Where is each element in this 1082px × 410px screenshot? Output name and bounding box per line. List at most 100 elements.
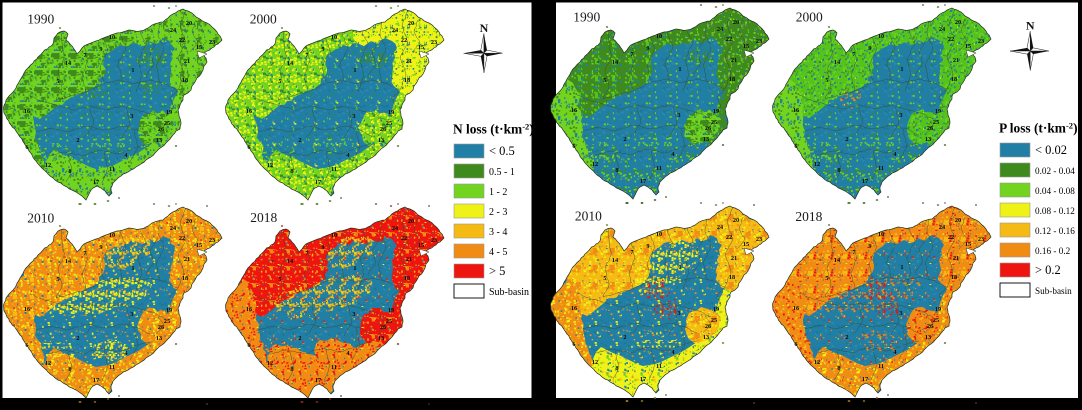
svg-text:16: 16 — [246, 108, 252, 115]
svg-text:9: 9 — [868, 243, 871, 250]
svg-text:21: 21 — [953, 255, 959, 262]
svg-text:4: 4 — [893, 151, 897, 158]
svg-text:1990: 1990 — [573, 10, 600, 25]
svg-text:7: 7 — [630, 51, 633, 58]
svg-text:23: 23 — [978, 38, 984, 45]
svg-text:P loss (t·km-2): P loss (t·km-2) — [999, 121, 1078, 136]
svg-text:22: 22 — [948, 36, 954, 43]
svg-text:23: 23 — [431, 237, 437, 244]
svg-text:2: 2 — [845, 136, 848, 143]
svg-text:10: 10 — [878, 231, 884, 238]
svg-text:13: 13 — [703, 136, 709, 143]
svg-text:Sub-basin: Sub-basin — [1035, 286, 1072, 296]
svg-text:7: 7 — [305, 52, 308, 59]
svg-text:14: 14 — [612, 257, 619, 264]
svg-text:6: 6 — [247, 342, 250, 349]
svg-text:5: 5 — [56, 276, 59, 283]
svg-text:7: 7 — [83, 250, 86, 257]
svg-text:3: 3 — [677, 112, 680, 119]
svg-text:15: 15 — [965, 241, 971, 248]
svg-text:2010: 2010 — [27, 210, 54, 225]
svg-text:7: 7 — [83, 52, 86, 59]
svg-text:1: 1 — [353, 67, 356, 74]
svg-text:1: 1 — [353, 265, 356, 272]
svg-text:18: 18 — [182, 275, 188, 282]
svg-text:3: 3 — [352, 113, 355, 120]
svg-text:12: 12 — [45, 162, 51, 169]
svg-text:26: 26 — [158, 126, 164, 133]
svg-text:19: 19 — [166, 307, 172, 314]
svg-text:22: 22 — [726, 234, 732, 241]
svg-text:6: 6 — [572, 341, 575, 348]
svg-text:8: 8 — [615, 167, 618, 174]
svg-text:25: 25 — [711, 317, 717, 324]
svg-text:24: 24 — [717, 26, 724, 33]
svg-text:10: 10 — [109, 232, 115, 239]
svg-text:8: 8 — [290, 168, 293, 175]
svg-text:25: 25 — [933, 317, 939, 324]
svg-text:2: 2 — [298, 137, 301, 144]
svg-text:20: 20 — [408, 20, 414, 27]
svg-text:8: 8 — [837, 365, 840, 372]
svg-text:0.16 - 0.2: 0.16 - 0.2 — [1035, 246, 1071, 256]
svg-text:23: 23 — [209, 237, 215, 244]
svg-text:14: 14 — [834, 257, 841, 264]
svg-text:21: 21 — [184, 58, 190, 65]
svg-text:17: 17 — [93, 179, 99, 186]
svg-text:> 0.2: > 0.2 — [1035, 263, 1061, 277]
svg-text:13: 13 — [925, 334, 931, 341]
svg-text:21: 21 — [184, 256, 190, 263]
svg-text:24: 24 — [392, 225, 399, 232]
svg-text:Sub-basin: Sub-basin — [489, 287, 529, 298]
svg-text:12: 12 — [592, 161, 598, 168]
svg-text:24: 24 — [170, 27, 177, 34]
svg-text:< 0.5: < 0.5 — [489, 144, 515, 158]
svg-text:17: 17 — [93, 377, 99, 384]
svg-text:19: 19 — [388, 307, 394, 314]
svg-text:2: 2 — [76, 335, 79, 342]
svg-text:10: 10 — [656, 33, 662, 40]
svg-text:15: 15 — [965, 43, 971, 50]
svg-text:1: 1 — [678, 66, 681, 73]
svg-text:26: 26 — [380, 126, 386, 133]
svg-text:25: 25 — [164, 318, 170, 325]
svg-text:8: 8 — [615, 365, 618, 372]
svg-text:20: 20 — [955, 19, 961, 26]
svg-text:26: 26 — [927, 323, 933, 330]
svg-text:14: 14 — [65, 258, 72, 265]
svg-text:26: 26 — [380, 324, 386, 331]
svg-text:6: 6 — [572, 143, 575, 150]
svg-text:12: 12 — [592, 359, 598, 366]
svg-text:21: 21 — [953, 57, 959, 64]
svg-text:20: 20 — [955, 217, 961, 224]
svg-text:3: 3 — [899, 310, 902, 317]
svg-text:3 - 4: 3 - 4 — [489, 227, 507, 238]
svg-text:10: 10 — [331, 34, 337, 41]
svg-text:26: 26 — [158, 324, 164, 331]
svg-text:18: 18 — [404, 275, 410, 282]
svg-text:13: 13 — [378, 335, 384, 342]
svg-text:9: 9 — [646, 45, 649, 52]
svg-text:12: 12 — [814, 359, 820, 366]
svg-text:12: 12 — [45, 360, 51, 367]
svg-text:9: 9 — [646, 243, 649, 250]
svg-text:4: 4 — [346, 152, 350, 159]
svg-text:24: 24 — [392, 27, 399, 34]
svg-text:5: 5 — [56, 78, 59, 85]
svg-text:16: 16 — [24, 108, 30, 115]
svg-text:> 5: > 5 — [489, 264, 505, 278]
svg-text:21: 21 — [406, 58, 412, 65]
svg-text:5: 5 — [825, 275, 828, 282]
svg-text:0.5 - 1: 0.5 - 1 — [489, 167, 515, 178]
svg-text:4 - 5: 4 - 5 — [489, 247, 507, 258]
svg-text:26: 26 — [705, 125, 711, 132]
svg-text:11: 11 — [331, 166, 337, 173]
svg-text:18: 18 — [729, 274, 735, 281]
svg-text:9: 9 — [868, 45, 871, 52]
svg-text:22: 22 — [726, 36, 732, 43]
svg-text:13: 13 — [925, 136, 931, 143]
svg-text:20: 20 — [186, 218, 192, 225]
svg-text:0.02 - 0.04: 0.02 - 0.04 — [1035, 166, 1075, 176]
svg-text:24: 24 — [717, 224, 724, 231]
svg-text:23: 23 — [756, 38, 762, 45]
